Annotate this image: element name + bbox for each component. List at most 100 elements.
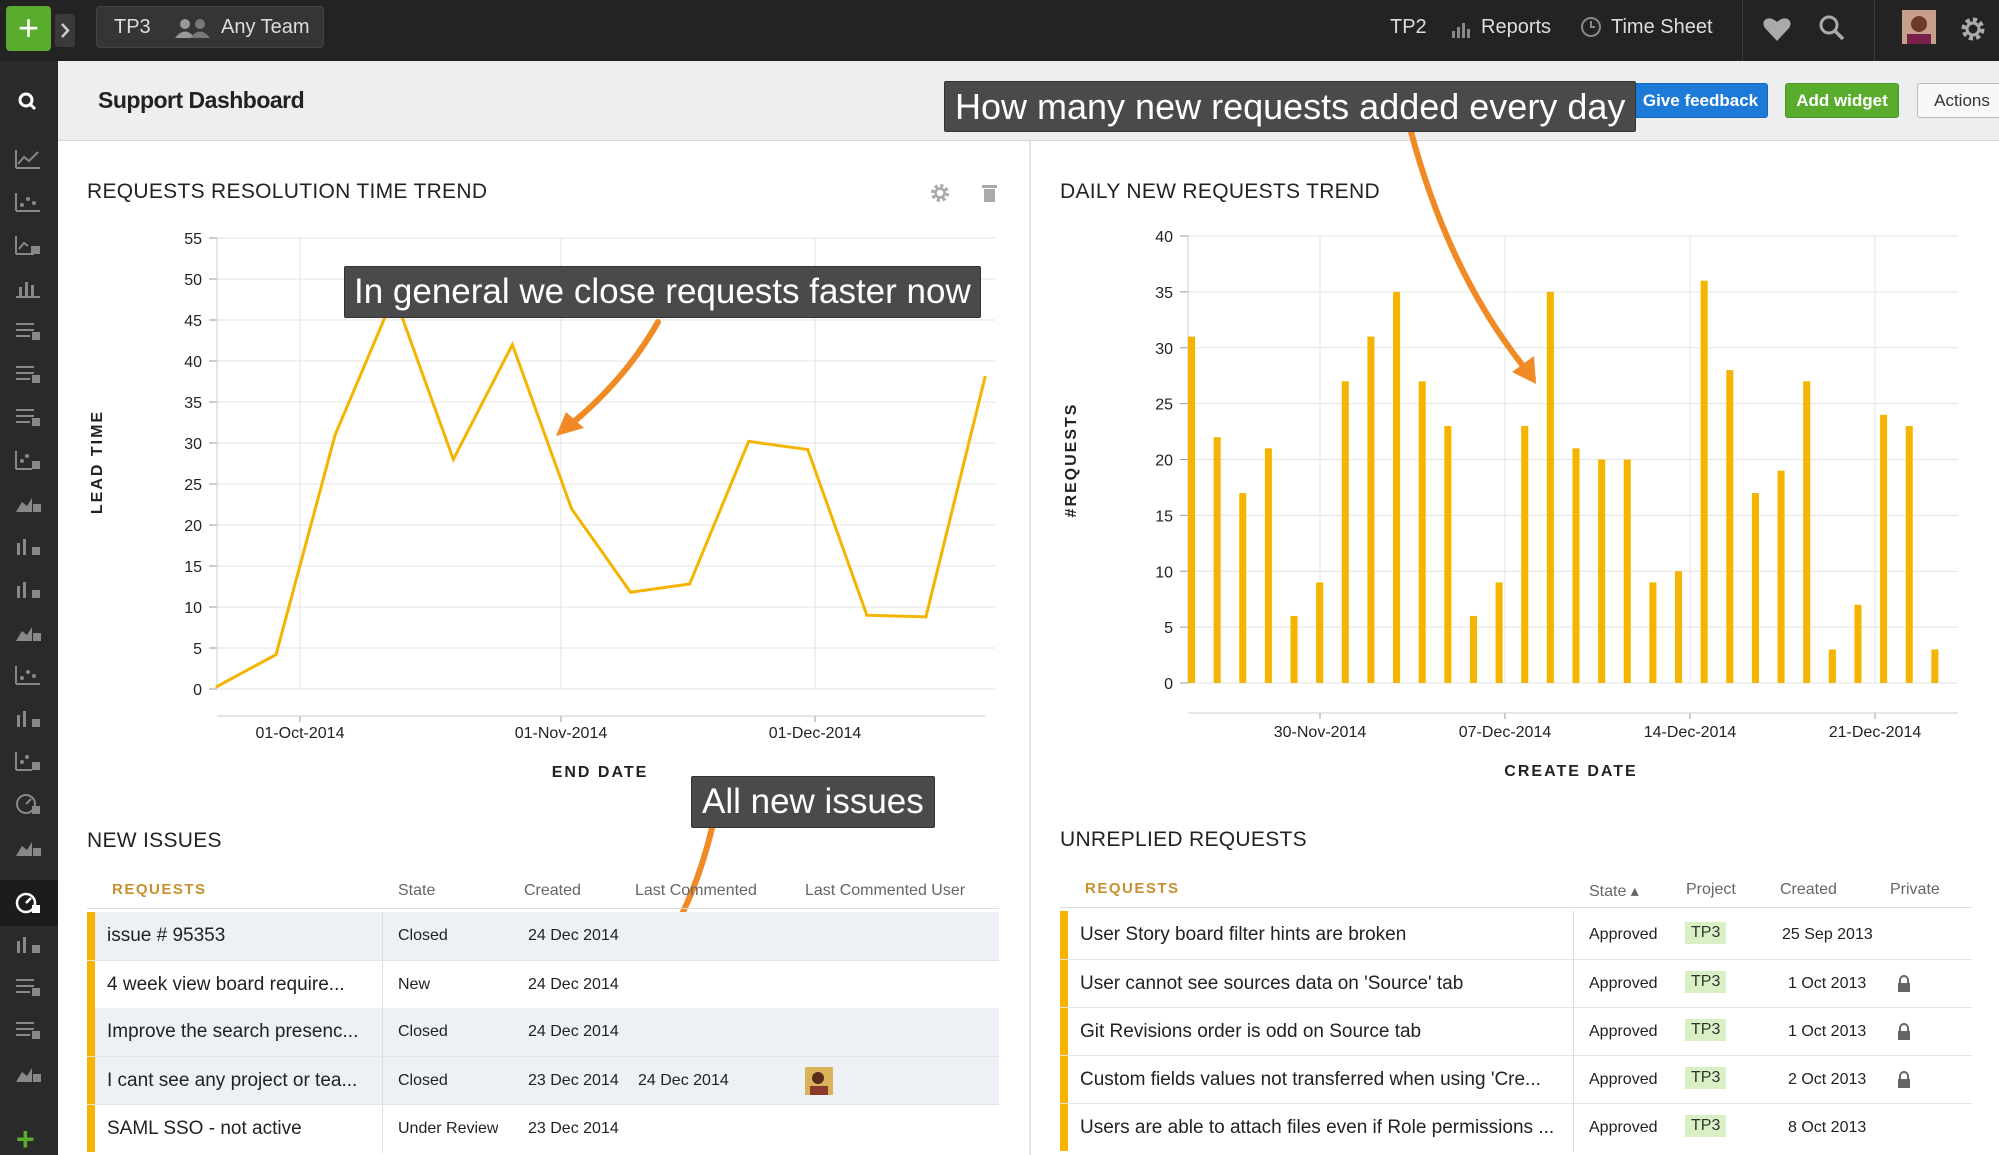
clock-icon	[1581, 17, 1601, 37]
request-name[interactable]: User cannot see sources data on 'Source'…	[1080, 973, 1464, 994]
scatter-lock-icon[interactable]	[14, 748, 42, 774]
lock-chart-icon[interactable]	[14, 232, 42, 258]
list-lock-icon[interactable]	[14, 974, 42, 1000]
sidebar: +	[0, 61, 58, 1155]
scatter-lock-icon[interactable]	[14, 447, 42, 473]
col-requests[interactable]: REQUESTS	[1085, 880, 1180, 897]
project-badge[interactable]: TP3	[1685, 1067, 1727, 1089]
callout-daily-requests: How many new requests added every day	[944, 81, 1637, 132]
scatter-chart-icon[interactable]	[14, 189, 42, 215]
y-tick-label: 20	[1155, 453, 1173, 470]
nav-tp2[interactable]: TP2	[1390, 16, 1427, 38]
sidebar-active-item[interactable]	[0, 880, 58, 926]
bar	[1700, 280, 1708, 683]
expand-sidebar-button[interactable]	[55, 14, 75, 47]
bar	[1341, 381, 1349, 683]
col-created[interactable]: Created	[524, 882, 581, 899]
area-lock-icon[interactable]	[14, 619, 42, 645]
project-badge[interactable]: TP3	[1685, 922, 1727, 944]
series-line	[216, 291, 987, 688]
project-badge[interactable]: TP3	[1685, 971, 1727, 993]
area-lock-icon[interactable]	[14, 490, 42, 516]
gear-icon[interactable]	[928, 181, 952, 205]
bar	[1213, 437, 1221, 683]
bar	[1598, 459, 1606, 683]
bar	[1675, 571, 1683, 683]
project-team-selector[interactable]: TP3 Any Team	[96, 6, 324, 48]
bar	[1188, 336, 1195, 683]
y-tick-label: 5	[1164, 620, 1173, 637]
bar-chart-icon[interactable]	[14, 275, 42, 301]
add-button[interactable]: +	[6, 6, 51, 51]
table-row[interactable]: User Story board filter hints are broken…	[1060, 911, 1972, 959]
chevron-right-icon	[61, 23, 70, 38]
bar-lock-icon[interactable]	[14, 533, 42, 559]
request-name[interactable]: Git Revisions order is odd on Source tab	[1080, 1021, 1422, 1042]
issue-name[interactable]: issue # 95353	[107, 925, 226, 946]
bar	[1572, 448, 1580, 683]
table-row[interactable]: Custom fields values not transferred whe…	[1060, 1055, 1972, 1104]
issue-name[interactable]: SAML SSO - not active	[107, 1118, 302, 1139]
list-lock-icon[interactable]	[14, 318, 42, 344]
nav-time-sheet[interactable]: Time Sheet	[1611, 16, 1713, 38]
bar	[1316, 582, 1324, 683]
table-row[interactable]: issue # 95353 Closed 24 Dec 2014	[87, 912, 999, 960]
area-lock-icon[interactable]	[14, 834, 42, 860]
actions-button[interactable]: Actions	[1917, 83, 1999, 118]
avatar[interactable]	[1902, 10, 1936, 44]
table-row[interactable]: Improve the search presenc... Closed 24 …	[87, 1008, 999, 1056]
add-widget-button[interactable]: Add widget	[1785, 83, 1899, 118]
request-name[interactable]: Custom fields values not transferred whe…	[1080, 1069, 1541, 1090]
table-row[interactable]: User cannot see sources data on 'Source'…	[1060, 959, 1972, 1008]
nav-reports[interactable]: Reports	[1481, 16, 1552, 38]
list-lock-icon[interactable]	[14, 404, 42, 430]
project-badge[interactable]: TP3	[1685, 1115, 1727, 1137]
issue-name[interactable]: 4 week view board require...	[107, 974, 345, 995]
give-feedback-button[interactable]: Give feedback	[1633, 83, 1768, 118]
list-lock-icon[interactable]	[14, 361, 42, 387]
table-row[interactable]: Users are able to attach files even if R…	[1060, 1103, 1972, 1152]
request-state: Approved	[1589, 975, 1658, 992]
bar	[1623, 459, 1631, 683]
col-state[interactable]: State ▴	[1589, 883, 1639, 900]
search-icon[interactable]	[1818, 14, 1846, 42]
table-row[interactable]: SAML SSO - not active Under Review 23 De…	[87, 1104, 999, 1153]
table-row[interactable]: I cant see any project or tea... Closed …	[87, 1056, 999, 1105]
col-requests[interactable]: REQUESTS	[112, 881, 207, 898]
bar-lock-icon[interactable]	[14, 576, 42, 602]
issue-name[interactable]: Improve the search presenc...	[107, 1021, 359, 1042]
avatar[interactable]	[805, 1067, 833, 1095]
trash-icon[interactable]	[980, 182, 1000, 204]
list-lock-icon[interactable]	[14, 1017, 42, 1043]
line-chart-icon[interactable]	[14, 146, 42, 172]
bar-lock-icon[interactable]	[14, 931, 42, 957]
bar	[1264, 448, 1272, 683]
col-created[interactable]: Created	[1780, 881, 1837, 898]
area-lock-icon[interactable]	[14, 1060, 42, 1086]
y-tick-label: 30	[184, 436, 202, 453]
gear-icon[interactable]	[1958, 14, 1988, 44]
col-last-commented[interactable]: Last Commented	[635, 882, 757, 899]
table-row[interactable]: 4 week view board require... New 24 Dec …	[87, 960, 999, 1009]
data-point	[569, 507, 573, 511]
table-row[interactable]: Git Revisions order is odd on Source tab…	[1060, 1007, 1972, 1056]
col-state[interactable]: State	[398, 882, 436, 899]
request-name[interactable]: User Story board filter hints are broken	[1080, 924, 1407, 945]
gauge-lock-icon	[15, 892, 40, 914]
col-project[interactable]: Project	[1686, 881, 1736, 898]
bar-lock-icon[interactable]	[14, 705, 42, 731]
col-private[interactable]: Private	[1890, 881, 1940, 898]
bar	[1367, 336, 1375, 683]
heart-icon[interactable]	[1762, 15, 1792, 43]
sidebar-add-button[interactable]: +	[16, 1121, 35, 1155]
issue-name[interactable]: I cant see any project or tea...	[107, 1070, 358, 1091]
search-icon[interactable]	[14, 89, 42, 115]
project-badge[interactable]: TP3	[1685, 1019, 1727, 1041]
y-tick-label: 45	[184, 313, 202, 330]
issue-created: 23 Dec 2014	[528, 1120, 619, 1137]
bar	[1880, 414, 1888, 683]
gauge-lock-icon[interactable]	[14, 791, 42, 817]
col-last-commented-user[interactable]: Last Commented User	[805, 882, 966, 899]
request-name[interactable]: Users are able to attach files even if R…	[1080, 1117, 1555, 1138]
scatter-chart-icon[interactable]	[14, 662, 42, 688]
